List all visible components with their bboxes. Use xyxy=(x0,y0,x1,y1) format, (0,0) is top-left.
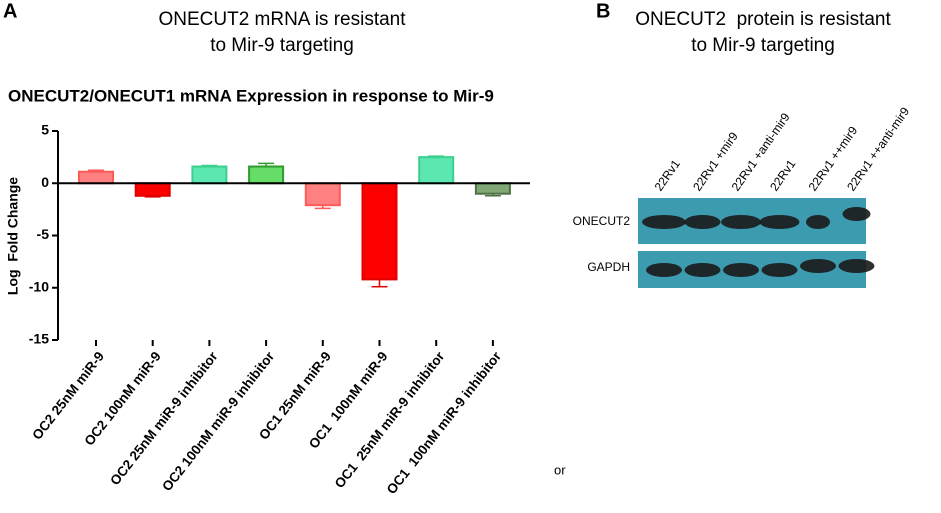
bar xyxy=(304,182,341,207)
bar xyxy=(134,182,171,197)
band xyxy=(761,263,798,277)
chart-title: ONECUT2/ONECUT1 mRNA Expression in respo… xyxy=(8,86,494,105)
heading: ONECUT2 protein is resistant xyxy=(635,9,891,30)
lane-label: 22Rv1 xyxy=(767,157,799,194)
error-bar xyxy=(484,193,501,197)
y-axis-title: Log Fold Change xyxy=(5,177,21,295)
y-tick-label: -10 xyxy=(29,278,49,294)
band xyxy=(842,207,871,221)
heading: to Mir-9 targeting xyxy=(210,35,354,56)
y-tick-label: -5 xyxy=(37,226,50,242)
band xyxy=(806,215,830,229)
error-bar xyxy=(258,162,275,167)
error-bar xyxy=(371,279,388,288)
bar xyxy=(474,182,511,195)
band xyxy=(759,215,800,229)
band xyxy=(723,263,759,277)
band xyxy=(721,215,761,229)
band xyxy=(642,215,686,229)
y-tick-label: -15 xyxy=(29,331,49,347)
panel-label: A xyxy=(3,0,17,22)
lane-label: 22Rv1 ++anti-mir9 xyxy=(844,104,912,193)
error-bar xyxy=(314,205,331,210)
lane-label: 22Rv1 xyxy=(652,157,684,194)
heading: ONECUT2 mRNA is resistant xyxy=(158,9,406,30)
y-tick-label: 0 xyxy=(41,174,49,190)
bar xyxy=(361,182,398,281)
error-bar xyxy=(201,164,218,167)
band xyxy=(684,215,721,229)
x-tick-label: OC2 100nM miR-9 inhibitor xyxy=(159,348,277,494)
x-tick-label: OC1 25nM miR-9 inhibitor xyxy=(332,348,448,491)
band xyxy=(838,259,875,273)
annotation: or xyxy=(554,462,566,477)
error-bar xyxy=(88,169,104,172)
x-tick-label: OC1 100nM miR-9 inhibitor xyxy=(384,348,505,497)
band xyxy=(684,263,721,277)
error-bar xyxy=(428,155,445,158)
x-tick-label: OC2 25nM miR-9 inhibitor xyxy=(107,348,221,488)
row-label: ONECUT2 xyxy=(573,214,631,228)
bar xyxy=(78,170,114,185)
bar xyxy=(248,165,285,185)
bar xyxy=(418,156,455,185)
heading: to Mir-9 targeting xyxy=(691,35,835,56)
error-bar xyxy=(144,195,161,198)
row-label: GAPDH xyxy=(587,260,630,274)
bar xyxy=(191,165,228,185)
band xyxy=(800,259,836,273)
band xyxy=(646,263,682,277)
panel-label: B xyxy=(596,0,610,22)
y-tick-label: 5 xyxy=(41,122,49,138)
